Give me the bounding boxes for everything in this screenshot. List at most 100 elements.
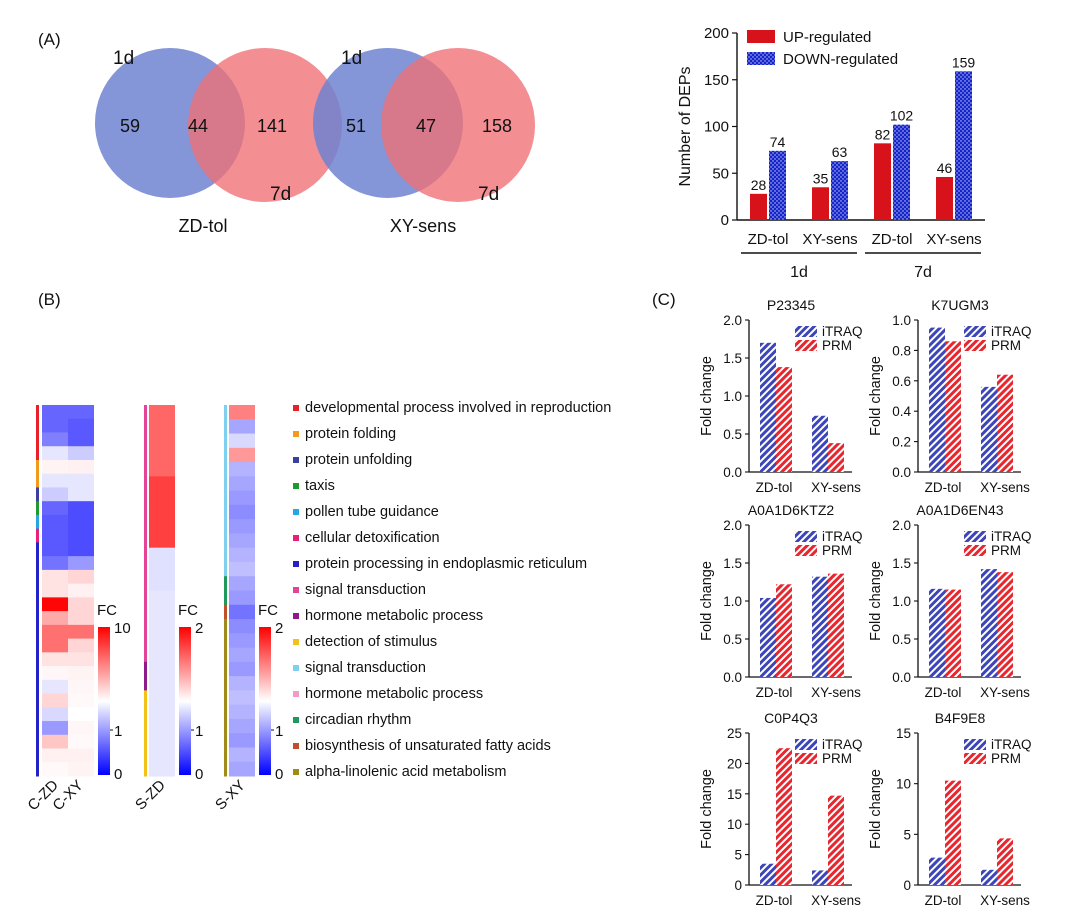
heatmap-cx-cell	[68, 501, 94, 516]
heatmap-cx-cell	[68, 528, 94, 543]
heatmap-cx-cell	[68, 556, 94, 571]
validation-panel: 0.0 0.2 0.4 0.6 0.8 1.0 K7UGM3 Fold change ZD-to…	[868, 297, 1032, 495]
legend-label: PRM	[822, 543, 852, 558]
validation-charts: 0.0 0.5 1.0 1.5 2.0 P23345 Fold change ZD-tol XY…	[699, 297, 1032, 908]
panel-label-a: (A)	[38, 30, 61, 49]
bar-down	[769, 150, 786, 220]
legend-swatch	[795, 753, 817, 764]
heatmap-cx-cell	[68, 446, 94, 461]
panel-label-c: (C)	[652, 290, 676, 309]
heatmap-sx-cell	[229, 590, 255, 606]
annotation-strip-cell	[224, 419, 227, 435]
heatmap-cz-cell	[42, 762, 68, 777]
y-tick-label: 5	[903, 827, 911, 842]
colorbar-tick-mid: 1	[195, 723, 203, 740]
y-tick-label: 15	[896, 726, 911, 741]
annotation-strip-cell	[144, 504, 147, 520]
go-term-swatch	[293, 613, 299, 619]
annotation-strip-cell	[144, 462, 147, 477]
validation-panel: 0 5 10 15 20 25 C0P4Q3 Fold change ZD-tol XY-sens…	[699, 710, 863, 908]
heatmap-cz-cell	[42, 638, 68, 653]
annotation-strip-cell	[36, 762, 39, 777]
heatmap-sx-cell	[229, 547, 255, 563]
heatmap-sz-cell	[149, 533, 175, 549]
legend-label: PRM	[991, 751, 1021, 766]
heatmap-cx-cell	[68, 679, 94, 695]
legend-swatch	[795, 326, 817, 337]
y-tick-label: 2.0	[723, 313, 742, 328]
validation-panel: 0 5 10 15 B4F9E8 Fold change ZD-tol XY-sens iTRA…	[868, 710, 1032, 908]
chart-title: P23345	[767, 297, 815, 313]
y-tick-label: 0.4	[892, 404, 911, 419]
bar-value-label: 63	[832, 144, 848, 160]
heatmap-cz-cell	[42, 528, 68, 543]
annotation-strip-cell	[144, 733, 147, 748]
heatmap-cz-cell	[42, 514, 68, 530]
go-term-label: signal transduction	[305, 660, 426, 676]
y-tick-label: 1.5	[892, 556, 911, 571]
annotation-strip-cell	[36, 432, 39, 447]
x-tick-label: ZD-tol	[925, 685, 962, 700]
legend-swatch	[747, 52, 775, 65]
annotation-strip-cell	[224, 647, 227, 663]
y-tick-label: 50	[712, 165, 729, 182]
heatmap-cx-cell	[68, 624, 94, 640]
bar-itraq	[981, 386, 997, 472]
venn-title: ZD-tol	[179, 216, 228, 236]
annotation-strip-cell	[36, 583, 39, 598]
heatmap-cx-cell	[68, 597, 94, 612]
annotation-strip-cell	[224, 476, 227, 492]
go-term-label: protein folding	[305, 426, 396, 442]
y-axis-label: Fold change	[699, 561, 715, 641]
venn-xy-sens: 1d 7d 51 47 158 XY-sens	[313, 48, 535, 236]
heatmap-cx-cell	[68, 748, 94, 763]
venn-count-only-1d: 59	[120, 116, 140, 136]
venn-count-both: 44	[188, 116, 208, 136]
heatmap-sz-cell	[149, 733, 175, 748]
bar-up	[750, 193, 767, 220]
bar-itraq	[812, 576, 828, 677]
y-tick-label: 100	[704, 119, 729, 136]
annotation-strip-cell	[224, 604, 227, 620]
bar-itraq	[929, 857, 945, 885]
legend-label: PRM	[991, 543, 1021, 558]
heatmap-sz-cell	[149, 419, 175, 435]
annotation-strip-cell	[36, 734, 39, 750]
y-tick-label: 200	[704, 25, 729, 42]
y-tick-label: 0.0	[892, 670, 911, 685]
heatmap-cz-cell	[42, 707, 68, 722]
annotation-strip-cell	[144, 704, 147, 720]
bar-prm	[776, 748, 792, 885]
legend-label: iTRAQ	[991, 529, 1032, 544]
heatmap-sx-cell	[229, 733, 255, 748]
heatmap-cx-cell	[68, 405, 94, 420]
colorbar	[179, 627, 191, 775]
go-term-swatch	[293, 717, 299, 723]
annotation-strip-cell	[36, 693, 39, 708]
bar-itraq	[929, 327, 945, 472]
y-tick-label: 0.0	[723, 670, 742, 685]
go-term-swatch	[293, 561, 299, 567]
bar-value-label: 46	[937, 160, 953, 176]
venn-set-7d	[188, 48, 342, 202]
y-tick-label: 10	[727, 817, 742, 832]
y-axis-label: Fold change	[699, 769, 715, 849]
heatmap-sx-cell	[229, 747, 255, 763]
go-term-label: protein processing in endoplasmic reticu…	[305, 556, 587, 572]
heatmap-cz-cell	[42, 432, 68, 447]
group-label: 1d	[790, 264, 808, 281]
y-tick-label: 2.0	[892, 518, 911, 533]
annotation-strip-cell	[224, 718, 227, 734]
heatmap-sz-cell	[149, 604, 175, 620]
annotation-strip-cell	[224, 761, 227, 777]
heatmap-column-label: S-ZD	[132, 777, 169, 814]
bar-itraq	[760, 342, 776, 472]
y-tick-label: 0.8	[892, 343, 911, 358]
go-term-label: cellular detoxification	[305, 530, 440, 546]
go-term-swatch	[293, 457, 299, 463]
heatmap-sz-cell	[149, 676, 175, 691]
heatmap-cz-cell	[42, 624, 68, 640]
venn-title: XY-sens	[390, 216, 456, 236]
y-tick-label: 25	[727, 726, 742, 741]
